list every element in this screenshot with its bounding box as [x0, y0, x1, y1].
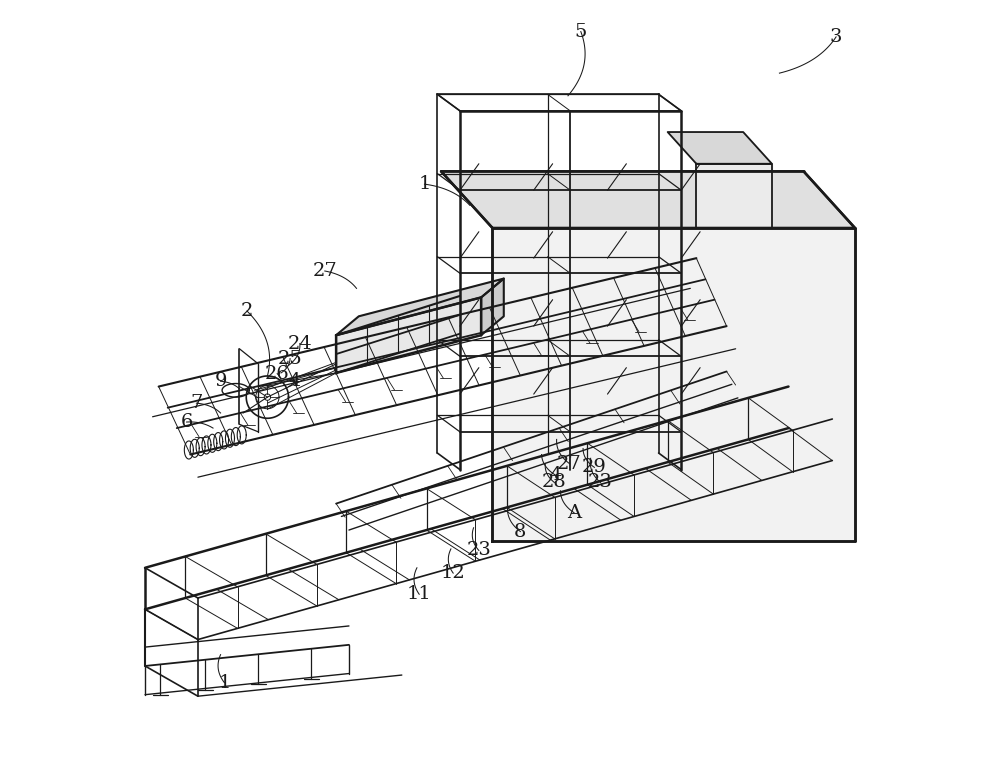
Text: 9: 9 [214, 372, 227, 390]
Text: 7: 7 [190, 394, 203, 412]
Text: 3: 3 [830, 28, 842, 46]
Polygon shape [696, 164, 772, 228]
Text: 24: 24 [287, 334, 312, 352]
Text: 23: 23 [466, 541, 491, 559]
Text: 11: 11 [407, 585, 432, 603]
Text: 8: 8 [514, 522, 527, 540]
Text: 1: 1 [218, 674, 231, 691]
Polygon shape [336, 297, 481, 373]
Text: 25: 25 [278, 349, 302, 368]
Polygon shape [441, 171, 855, 228]
Text: 6: 6 [180, 413, 193, 431]
Text: 12: 12 [441, 564, 466, 582]
Polygon shape [668, 132, 772, 164]
Polygon shape [481, 278, 504, 335]
Text: 27: 27 [312, 262, 337, 280]
Text: 2: 2 [241, 302, 253, 320]
Text: 26: 26 [265, 365, 290, 383]
Text: 5: 5 [575, 23, 587, 41]
Text: A: A [567, 503, 581, 522]
Text: 23: 23 [588, 474, 613, 491]
Text: 27: 27 [557, 455, 582, 472]
Text: 4: 4 [549, 466, 561, 484]
Text: 29: 29 [582, 459, 607, 476]
Text: 28: 28 [542, 474, 567, 491]
Polygon shape [492, 228, 855, 541]
Text: 1: 1 [418, 175, 431, 193]
Polygon shape [336, 278, 504, 335]
Text: 4: 4 [288, 371, 301, 390]
